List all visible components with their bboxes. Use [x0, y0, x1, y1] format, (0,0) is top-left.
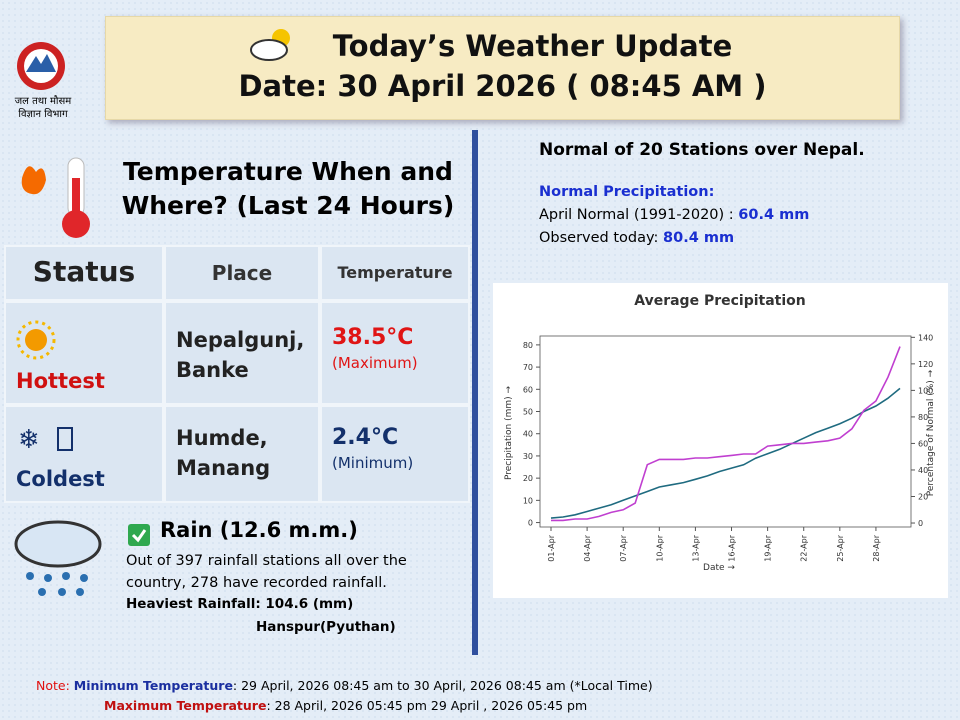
place: Humde, Manang — [164, 405, 320, 503]
temp-value: 2.4°C — [332, 425, 399, 450]
temp-kind: (Maximum) — [332, 354, 418, 372]
y2-tick-label: 0 — [918, 519, 923, 528]
y-tick-label: 50 — [523, 408, 533, 417]
rain-heaviest: Heaviest Rainfall: 104.6 (mm) — [126, 596, 354, 612]
normal-line: Observed today: 80.4 mm — [539, 227, 809, 250]
normal-title: Normal of 20 Stations over Nepal. — [539, 140, 865, 160]
y-tick-label: 80 — [523, 341, 533, 350]
temp-cell: 38.5°C (Maximum) — [320, 301, 470, 405]
temp-value: 38.5°C — [332, 325, 414, 350]
y2-tick-label: 60 — [918, 439, 928, 448]
rain-text: Out of 397 rainfall stations all over th… — [126, 553, 407, 591]
normal-subtitle: Normal Precipitation: — [539, 184, 715, 200]
logo-line: विज्ञान विभाग — [18, 109, 68, 120]
y-tick-label: 30 — [523, 452, 533, 461]
rain-icon — [14, 520, 102, 596]
logo — [17, 42, 65, 90]
status: Coldest — [4, 405, 164, 503]
plot-frame — [539, 335, 912, 528]
logo-line: जल तथा मौसम — [14, 96, 72, 107]
y2-tick-label: 40 — [918, 466, 928, 475]
min-label: Minimum Temperature — [73, 678, 233, 693]
x-tick-label: 28-Apr — [872, 534, 881, 561]
header: Today’s Weather Update Date: 30 April 20… — [105, 16, 900, 120]
series-line — [550, 387, 901, 519]
weather-icon — [250, 29, 290, 61]
x-axis-label: Date → — [703, 563, 735, 573]
x-tick-label: 16-Apr — [728, 534, 737, 561]
max-text: : 28 April, 2026 05:45 pm 29 April , 202… — [266, 698, 588, 713]
logo-text: जल तथा मौसम विज्ञान विभाग — [4, 95, 82, 121]
note-line: Maximum Temperature: 28 April, 2026 05:4… — [104, 698, 587, 713]
y2-tick-label: 80 — [918, 413, 928, 422]
series-line — [551, 346, 901, 522]
rain-station: Hanspur(Pyuthan) — [256, 619, 396, 635]
chart: Average Precipitation Date → Precipitati… — [493, 283, 948, 598]
header-date: Date: 30 April 2026 ( 08:45 AM ) — [238, 69, 767, 103]
normal-info: Normal Precipitation: April Normal (1991… — [539, 181, 809, 250]
sun-icon — [16, 320, 56, 360]
temp-table: Status Place Temperature Hottest Nepalgu… — [4, 245, 470, 503]
note-line: Note: Minimum Temperature: 29 April, 202… — [36, 678, 653, 693]
x-tick-label: 25-Apr — [836, 534, 845, 561]
temp-cell: 2.4°C (Minimum) — [320, 405, 470, 503]
value: 60.4 mm — [738, 207, 810, 223]
check-icon — [128, 524, 150, 546]
x-tick-label: 10-Apr — [655, 534, 664, 561]
col-header: Status — [4, 245, 164, 301]
max-label: Maximum Temperature — [104, 698, 267, 713]
y-tick-label: 10 — [523, 496, 533, 505]
place: Nepalgunj, Banke — [164, 301, 320, 405]
y-tick-label: 60 — [523, 385, 533, 394]
x-tick-label: 04-Apr — [583, 534, 592, 561]
status: Hottest — [4, 301, 164, 405]
y2-tick-label: 140 — [918, 333, 933, 342]
y-tick-label: 40 — [523, 430, 533, 439]
y-axis-label: Precipitation (mm) → — [504, 386, 514, 481]
y2-tick-label: 120 — [918, 360, 933, 369]
y2-tick-label: 20 — [918, 492, 928, 501]
note-label: Note: — [36, 678, 70, 693]
temp-heading: Temperature When and Where? (Last 24 Hou… — [121, 157, 455, 220]
snow-icon: ❄ — [18, 425, 73, 455]
chart-title: Average Precipitation — [634, 293, 806, 309]
svg-text:❄: ❄ — [18, 425, 40, 455]
temp-kind: (Minimum) — [332, 454, 414, 472]
header-title: Today’s Weather Update — [332, 29, 733, 63]
rain-title: Rain (12.6 m.m.) — [160, 518, 358, 542]
x-tick-label: 22-Apr — [800, 534, 809, 561]
x-tick-label: 19-Apr — [764, 534, 773, 561]
y-tick-label: 0 — [528, 519, 533, 528]
y-tick-label: 20 — [523, 474, 533, 483]
x-tick-label: 13-Apr — [691, 534, 700, 561]
x-tick-label: 01-Apr — [547, 534, 556, 561]
temp-icon — [21, 157, 90, 238]
value: 80.4 mm — [663, 230, 735, 246]
label: Observed today: — [539, 230, 664, 246]
y-tick-label: 70 — [523, 363, 533, 372]
col-header: Place — [164, 245, 320, 301]
min-text: : 29 April, 2026 08:45 am to 30 April, 2… — [232, 678, 653, 693]
label: April Normal (1991-2020) : — [539, 207, 739, 223]
col-header: Temperature — [320, 245, 470, 301]
divider — [472, 130, 478, 655]
y2-tick-label: 100 — [918, 386, 933, 395]
normal-line: April Normal (1991-2020) : 60.4 mm — [539, 204, 809, 227]
x-tick-label: 07-Apr — [619, 534, 628, 561]
y2-axis-label: Percentage of Normal (%) → — [926, 369, 936, 496]
